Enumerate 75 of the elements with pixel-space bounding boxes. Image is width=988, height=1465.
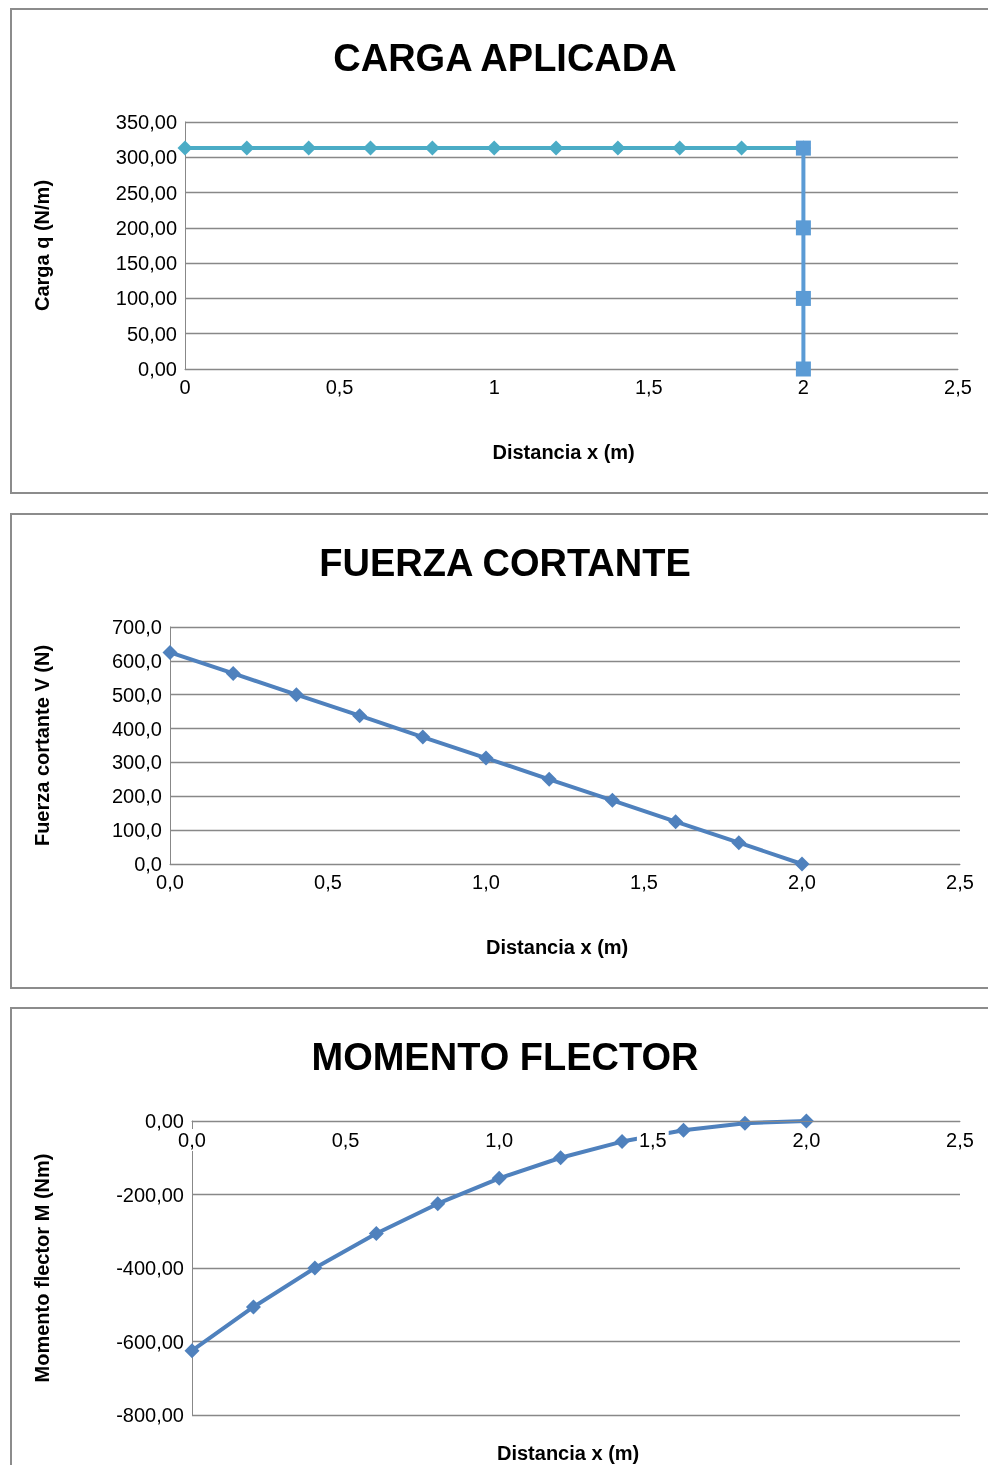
point (676, 1122, 692, 1138)
y-tick-label: -600,00 (116, 1330, 184, 1353)
point (795, 220, 811, 236)
y-tick-label: 500,0 (111, 683, 162, 706)
y-axis-title: Carga q (N/m) (31, 179, 53, 312)
point (486, 140, 502, 156)
point (162, 644, 178, 660)
y-tick-label: 0,00 (138, 358, 177, 380)
x-tick-label: 1,5 (634, 376, 663, 398)
point (177, 140, 193, 156)
x-tick-label: 0,5 (325, 376, 354, 398)
point (225, 665, 241, 681)
point (548, 140, 564, 156)
x-tick-label: 0 (179, 376, 191, 398)
y-tick-label: 200,0 (111, 785, 162, 808)
x-axis-title: Distancia x (m) (497, 1442, 640, 1464)
y-tick-label: 300,00 (115, 146, 177, 169)
y-tick-label: 700,0 (111, 616, 162, 638)
point (239, 140, 255, 156)
point (478, 750, 494, 766)
chart-title: MOMENTO FLECTOR (311, 1036, 699, 1078)
y-tick-label: 100,0 (111, 819, 162, 842)
x-tick-label: 2,0 (792, 1129, 821, 1151)
y-tick-label: 200,00 (115, 216, 177, 239)
point (614, 1134, 630, 1150)
y-axis-title: Momento flector M (Nm) (31, 1153, 53, 1383)
y-tick-label: 400,0 (111, 717, 162, 740)
x-axis-title: Distancia x (m) (486, 936, 629, 958)
chart-title: CARGA APLICADA (333, 37, 677, 79)
point (731, 835, 747, 851)
point (307, 1260, 323, 1276)
point (794, 856, 810, 872)
x-tick-label: 2,5 (944, 376, 972, 398)
x-tick-label: 1,5 (630, 871, 658, 893)
x-tick-label: 1,0 (485, 1129, 514, 1151)
point (553, 1150, 569, 1166)
y-tick-label: -200,00 (116, 1183, 184, 1206)
point (604, 792, 620, 808)
y-tick-label: 150,00 (115, 252, 177, 275)
point (541, 771, 557, 787)
y-tick-label: 350,00 (115, 111, 177, 133)
y-tick-label: -400,00 (116, 1257, 184, 1279)
chart-title: FUERZA CORTANTE (319, 542, 691, 584)
point (288, 687, 304, 703)
y-tick-label: 0,00 (145, 1110, 184, 1132)
point (795, 290, 811, 306)
y-tick-label: 0,0 (134, 853, 162, 875)
x-tick-label: 0,0 (178, 1129, 206, 1151)
point (610, 140, 626, 156)
point (352, 708, 368, 724)
point (491, 1170, 507, 1186)
x-tick-label: 1,0 (472, 871, 500, 893)
x-tick-label: 2,5 (946, 1129, 974, 1151)
x-tick-label: 2,5 (946, 871, 974, 893)
y-tick-label: 300,0 (111, 751, 162, 774)
y-tick-label: 100,00 (115, 287, 177, 310)
x-tick-label: 2,0 (788, 871, 816, 893)
x-tick-label: 1 (488, 376, 500, 398)
x-tick-label: 2 (797, 376, 809, 398)
y-tick-label: 250,00 (115, 181, 177, 204)
point (368, 1225, 384, 1241)
x-tick-label: 1,5 (638, 1129, 667, 1151)
point (795, 361, 811, 377)
point (430, 1196, 446, 1212)
x-tick-label: 0,5 (331, 1129, 360, 1151)
point (184, 1343, 200, 1359)
y-tick-label: 50,00 (126, 322, 177, 345)
y-tick-label: -800,00 (116, 1404, 184, 1426)
y-axis-title: Fuerza cortante V (N) (31, 644, 53, 847)
point (245, 1299, 261, 1315)
y-tick-label: 600,0 (111, 649, 162, 672)
x-axis-title: Distancia x (m) (492, 441, 635, 463)
x-tick-label: 0,5 (314, 871, 342, 893)
point (415, 729, 431, 745)
point (668, 814, 684, 830)
